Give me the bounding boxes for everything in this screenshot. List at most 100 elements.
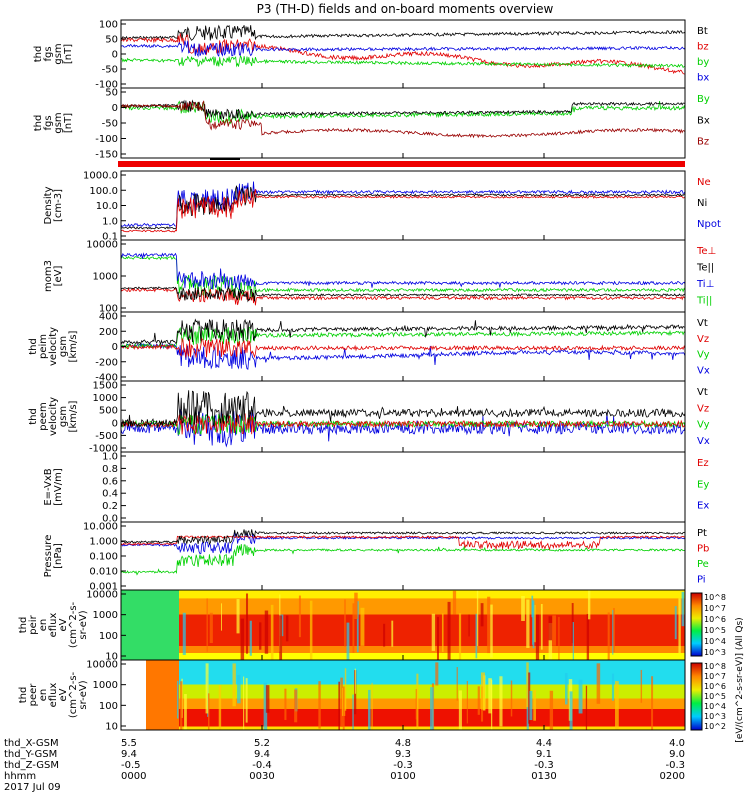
peir-streak — [240, 618, 245, 660]
peer-streak — [342, 686, 345, 730]
peer-streak — [318, 681, 321, 729]
peir-streak — [245, 593, 249, 654]
colorbar-peir-label: 10^5 — [704, 626, 726, 635]
fgs-gsm-ylabel-line: gsm — [53, 43, 64, 64]
peir-streak — [259, 622, 262, 650]
xaxis-value: 0130 — [531, 771, 556, 782]
peim-vel-ytick-label: -200 — [95, 357, 118, 368]
xaxis-value: -0.5 — [121, 760, 141, 771]
density-series — [121, 181, 685, 233]
temp-ytick-label: 10000 — [86, 240, 118, 251]
xaxis-row-label: thd_X-GSM — [4, 738, 59, 749]
peir-streak — [309, 600, 313, 660]
peem-vel-ytick-label: 1500 — [93, 381, 118, 392]
peir-streak — [468, 614, 470, 637]
xaxis-value: 0200 — [660, 771, 685, 782]
peer-streak — [466, 680, 468, 724]
peer-spectrogram — [121, 660, 685, 730]
colorbar-peer-label: 10^7 — [704, 672, 726, 681]
peer-streak — [184, 694, 187, 730]
peer-ytick-label: 10 — [105, 722, 118, 733]
colorbar-unit: [eV/(cm^2-s-sr-eV)] (All Qs) — [735, 617, 745, 742]
peir-streak — [354, 592, 358, 620]
peem-vel-legend-Vy: Vy — [697, 420, 710, 431]
fgs-gsm-ytick-label: 50 — [105, 35, 118, 46]
peir-streak — [182, 612, 186, 655]
temp-trace — [121, 285, 685, 303]
pressure-ytick-label: 0.010 — [89, 567, 118, 578]
peim-vel-legend-Vz: Vz — [697, 334, 709, 345]
xaxis-row-label: hhmm — [4, 771, 36, 782]
fgs-gse-trace — [121, 100, 685, 125]
pressure-legend-Pb: Pb — [697, 544, 709, 555]
peir-streak — [613, 607, 615, 653]
peer-streak — [651, 676, 654, 730]
peer-streak — [529, 690, 533, 721]
peir-ylabel-line: (cm^2-s- — [68, 601, 79, 648]
efield-ylabel: E=-VxB [mV/m] — [43, 468, 64, 506]
peer-streak — [352, 694, 354, 730]
peer-streak — [480, 672, 485, 710]
colorbar-peer-label: 10^4 — [704, 702, 726, 711]
efield-ytick-label: 0.2 — [102, 501, 118, 512]
peer-streak — [416, 673, 419, 729]
peir-streak — [476, 590, 479, 646]
peer-streak — [569, 691, 573, 730]
pressure-ytick-label: 1.000 — [89, 537, 118, 548]
peir-streak — [436, 616, 439, 660]
colorbar-peer-label: 10^5 — [704, 692, 726, 701]
temp-series — [121, 252, 685, 306]
efield-legend-Ez: Ez — [697, 458, 709, 469]
temp-ytick-label: 1000 — [93, 272, 118, 283]
peer-streak — [585, 685, 588, 730]
peer-ytick-label: 100 — [99, 701, 118, 712]
pressure-trace — [121, 544, 685, 576]
pressure-frame — [120, 521, 686, 591]
peer-band — [146, 726, 685, 730]
xaxis-value: 5.5 — [121, 738, 137, 749]
fgs-gse-ytick-label: -50 — [102, 119, 118, 130]
peim-vel-ytick-label: 400 — [99, 312, 118, 323]
pressure-series — [121, 529, 685, 576]
peir-streak — [587, 590, 591, 620]
peim-vel-ylabel-line: peim — [38, 334, 49, 359]
temp-legend-Ti||: Ti|| — [696, 296, 712, 307]
peir-ylabel-line: sr-eV) — [78, 610, 89, 639]
fgs-gsm-legend-by: by — [697, 57, 709, 68]
peer-band — [146, 684, 685, 699]
peer-streak — [218, 685, 222, 730]
peir-streak — [352, 603, 355, 653]
peir-streak — [447, 601, 451, 660]
peer-streak — [510, 680, 513, 717]
peer-band — [146, 660, 685, 685]
peer-streak — [477, 686, 480, 715]
peim-vel-trace — [121, 337, 685, 359]
peim-vel-ylabel-line: velocity — [48, 327, 59, 366]
xaxis-value: 0030 — [249, 771, 274, 782]
peim-vel-trace — [121, 325, 685, 349]
peer-streak — [528, 672, 531, 724]
fgs-gse-ytick-label: 50 — [105, 88, 118, 99]
peir-streak — [548, 616, 553, 641]
peer-ylabel-line: sr-eV) — [78, 680, 89, 709]
peir-band — [121, 590, 685, 599]
peer-streak — [415, 689, 417, 720]
peir-streak — [285, 615, 289, 642]
colorbar: 10^810^710^610^510^410^310^810^710^610^5… — [690, 592, 745, 743]
peer-streak — [237, 674, 241, 704]
efield-legend-Ey: Ey — [697, 479, 709, 490]
peir-streak — [346, 622, 350, 660]
peer-streak — [564, 672, 568, 705]
peer-streak — [265, 685, 270, 713]
peer-streak — [499, 676, 503, 727]
fgs-gsm-trace — [121, 54, 685, 69]
efield-ytick-label: 0.0 — [102, 514, 118, 525]
colorbar-peir-label: 10^4 — [704, 637, 726, 646]
peem-vel-ytick-label: -1000 — [89, 444, 118, 455]
peim-vel-ytick-label: -400 — [95, 373, 118, 384]
density-ytick-label: 100.0 — [89, 186, 118, 197]
peem-vel-legend-Vt: Vt — [697, 387, 708, 398]
